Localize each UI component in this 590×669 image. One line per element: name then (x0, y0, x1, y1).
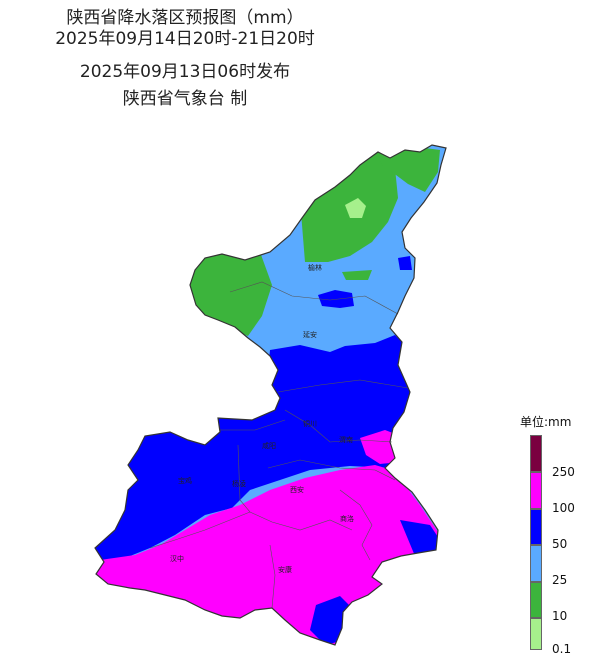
legend-swatch-250-plus (530, 435, 542, 472)
legend-swatch-25-50 (530, 545, 542, 582)
issue-time: 2025年09月13日06时发布 (79, 62, 291, 82)
map-title: 陕西省降水落区预报图（mm） (66, 8, 304, 28)
legend-tick: 25 (552, 573, 568, 587)
area-100-250mm-east-patch (360, 430, 400, 464)
legend-tick: 100 (552, 501, 575, 515)
legend-swatch-10-25 (530, 582, 542, 618)
city-labels: 榆林 延安 铜川 渭南 咸阳 宝鸡 杨凌 西安 商洛 汉中 安康 (170, 263, 354, 574)
city-label: 商洛 (340, 514, 354, 523)
city-label: 杨凌 (232, 479, 246, 488)
area-50-100mm-north-patch (318, 290, 354, 308)
area-50-100mm (95, 335, 412, 570)
city-label: 安康 (278, 565, 292, 574)
precipitation-fill (95, 145, 446, 645)
area-50-100mm-southeast (400, 520, 440, 560)
legend-swatch-100-250 (530, 472, 542, 509)
city-boundaries (149, 281, 409, 609)
city-label: 汉中 (170, 554, 184, 563)
city-label: 榆林 (308, 263, 322, 272)
area-10-25mm-patch (342, 270, 372, 280)
area-50-100mm-east-patch (398, 256, 412, 270)
province-border (94, 144, 447, 646)
legend-tick: 10 (552, 609, 568, 623)
city-label: 渭南 (339, 435, 353, 444)
city-label: 咸阳 (262, 441, 276, 450)
legend-title: 单位:mm (520, 415, 572, 429)
city-label: 铜川 (303, 419, 317, 428)
legend-swatch-50-100 (530, 509, 542, 545)
issuing-agency: 陕西省气象台 制 (122, 89, 248, 109)
city-label: 延安 (303, 330, 317, 339)
city-label: 宝鸡 (178, 476, 192, 485)
area-0-10mm (345, 198, 366, 218)
forecast-period: 2025年09月14日20时-21日20时 (55, 29, 315, 49)
city-label: 西安 (290, 485, 304, 494)
area-10-25mm-west (185, 250, 272, 336)
legend-tick: 0.1 (552, 642, 572, 656)
legend-swatch-0.1-10 (530, 618, 542, 650)
legend-tick: 250 (552, 465, 575, 479)
title-block: 陕西省降水落区预报图（mm） 2025年09月14日20时-21日20时 202… (0, 8, 370, 110)
legend-tick: 50 (552, 537, 568, 551)
